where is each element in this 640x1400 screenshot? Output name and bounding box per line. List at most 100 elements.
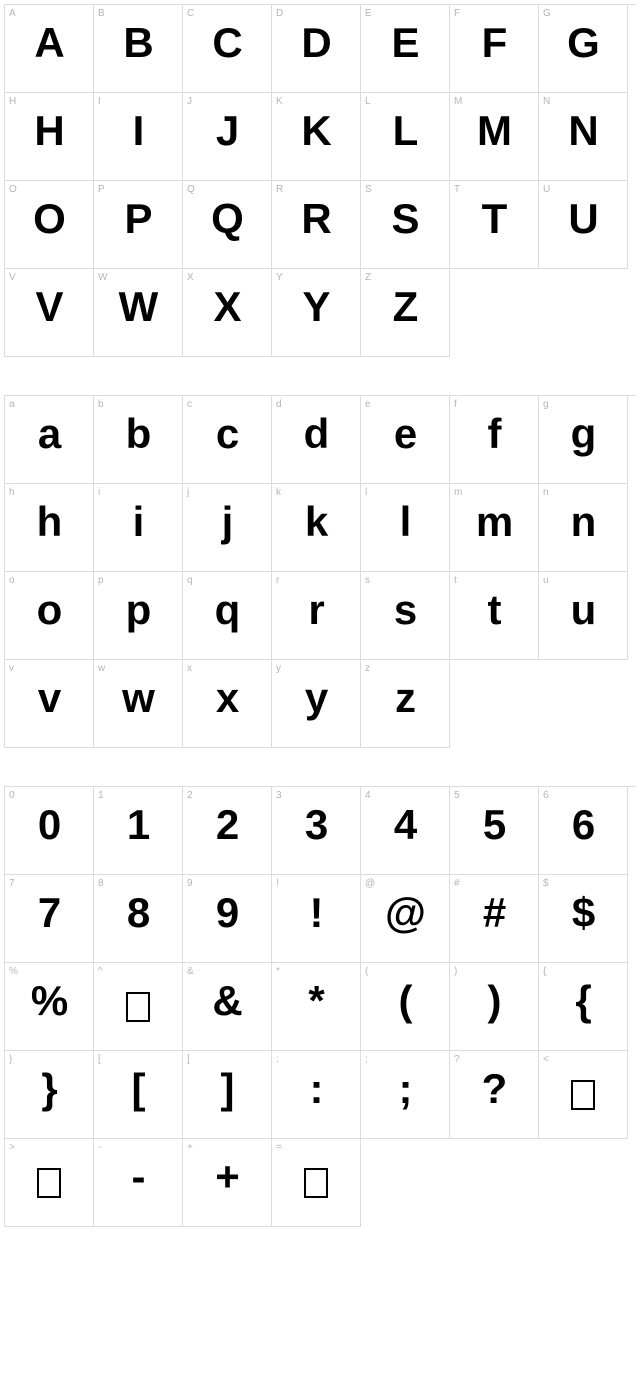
glyph-cell[interactable]: zz: [361, 660, 450, 748]
glyph-cell[interactable]: GG: [539, 5, 628, 93]
glyph-cell[interactable]: BB: [94, 5, 183, 93]
glyph-cell[interactable]: 22: [183, 787, 272, 875]
glyph-cell[interactable]: UU: [539, 181, 628, 269]
glyph-cell[interactable]: ZZ: [361, 269, 450, 357]
glyph-cell[interactable]: SS: [361, 181, 450, 269]
glyph-display: R: [272, 195, 360, 243]
glyph-cell[interactable]: ^: [94, 963, 183, 1051]
glyph-cell[interactable]: 55: [450, 787, 539, 875]
glyph-cell[interactable]: LL: [361, 93, 450, 181]
glyph-cell[interactable]: )): [450, 963, 539, 1051]
glyph-cell[interactable]: ::: [272, 1051, 361, 1139]
glyph-display: 0: [5, 801, 93, 849]
glyph-cell[interactable]: nn: [539, 484, 628, 572]
glyph-cell[interactable]: ##: [450, 875, 539, 963]
glyph-cell[interactable]: ff: [450, 396, 539, 484]
glyph-cell[interactable]: ww: [94, 660, 183, 748]
glyph-cell[interactable]: OO: [5, 181, 94, 269]
glyph-display: {: [539, 977, 627, 1025]
glyph-cell[interactable]: DD: [272, 5, 361, 93]
glyph-cell[interactable]: oo: [5, 572, 94, 660]
glyph-cell[interactable]: JJ: [183, 93, 272, 181]
glyph-cell[interactable]: RR: [272, 181, 361, 269]
glyph-cell[interactable]: 66: [539, 787, 628, 875]
glyph-label: n: [543, 487, 549, 498]
glyph-cell[interactable]: tt: [450, 572, 539, 660]
glyph-cell[interactable]: AA: [5, 5, 94, 93]
glyph-display: [5, 1153, 93, 1201]
glyph-cell[interactable]: ++: [183, 1139, 272, 1227]
glyph-cell[interactable]: KK: [272, 93, 361, 181]
glyph-cell[interactable]: XX: [183, 269, 272, 357]
glyph-cell[interactable]: EE: [361, 5, 450, 93]
glyph-cell[interactable]: CC: [183, 5, 272, 93]
empty-cell: [450, 269, 539, 357]
glyph-cell[interactable]: ;;: [361, 1051, 450, 1139]
glyph-cell[interactable]: HH: [5, 93, 94, 181]
glyph-cell[interactable]: uu: [539, 572, 628, 660]
glyph-label: h: [9, 487, 15, 498]
glyph-cell[interactable]: hh: [5, 484, 94, 572]
glyph-cell[interactable]: $$: [539, 875, 628, 963]
glyph-cell[interactable]: 88: [94, 875, 183, 963]
glyph-cell[interactable]: vv: [5, 660, 94, 748]
glyph-label: l: [365, 487, 367, 498]
glyph-cell[interactable]: &&: [183, 963, 272, 1051]
glyph-cell[interactable]: pp: [94, 572, 183, 660]
glyph-cell[interactable]: VV: [5, 269, 94, 357]
glyph-label: V: [9, 272, 16, 283]
glyph-cell[interactable]: 11: [94, 787, 183, 875]
glyph-cell[interactable]: ee: [361, 396, 450, 484]
glyph-display: U: [539, 195, 627, 243]
glyph-cell[interactable]: cc: [183, 396, 272, 484]
glyph-cell[interactable]: YY: [272, 269, 361, 357]
glyph-cell[interactable]: !!: [272, 875, 361, 963]
glyph-cell[interactable]: gg: [539, 396, 628, 484]
glyph-cell[interactable]: 00: [5, 787, 94, 875]
glyph-cell[interactable]: kk: [272, 484, 361, 572]
glyph-cell[interactable]: jj: [183, 484, 272, 572]
glyph-cell[interactable]: ]]: [183, 1051, 272, 1139]
glyph-cell[interactable]: ii: [94, 484, 183, 572]
glyph-cell[interactable]: TT: [450, 181, 539, 269]
glyph-cell[interactable]: dd: [272, 396, 361, 484]
glyph-cell[interactable]: --: [94, 1139, 183, 1227]
glyph-label: p: [98, 575, 104, 586]
glyph-display: q: [183, 586, 271, 634]
glyph-cell[interactable]: 77: [5, 875, 94, 963]
glyph-cell[interactable]: rr: [272, 572, 361, 660]
glyph-cell[interactable]: QQ: [183, 181, 272, 269]
glyph-display: d: [272, 410, 360, 458]
glyph-cell[interactable]: yy: [272, 660, 361, 748]
glyph-cell[interactable]: PP: [94, 181, 183, 269]
glyph-cell[interactable]: qq: [183, 572, 272, 660]
glyph-cell[interactable]: WW: [94, 269, 183, 357]
glyph-cell[interactable]: ((: [361, 963, 450, 1051]
glyph-display: p: [94, 586, 182, 634]
glyph-cell[interactable]: >: [5, 1139, 94, 1227]
glyph-cell[interactable]: 33: [272, 787, 361, 875]
glyph-cell[interactable]: @@: [361, 875, 450, 963]
glyph-cell[interactable]: <: [539, 1051, 628, 1139]
glyph-cell[interactable]: II: [94, 93, 183, 181]
glyph-cell[interactable]: ??: [450, 1051, 539, 1139]
glyph-cell[interactable]: bb: [94, 396, 183, 484]
glyph-cell[interactable]: [[: [94, 1051, 183, 1139]
glyph-cell[interactable]: FF: [450, 5, 539, 93]
glyph-cell[interactable]: **: [272, 963, 361, 1051]
glyph-label: b: [98, 399, 104, 410]
glyph-cell[interactable]: ss: [361, 572, 450, 660]
glyph-cell[interactable]: 44: [361, 787, 450, 875]
glyph-cell[interactable]: =: [272, 1139, 361, 1227]
glyph-cell[interactable]: ll: [361, 484, 450, 572]
section-lowercase: aabbccddeeffgghhiijjkkllmmnnooppqqrrsstt…: [4, 395, 636, 748]
glyph-cell[interactable]: mm: [450, 484, 539, 572]
glyph-cell[interactable]: MM: [450, 93, 539, 181]
glyph-cell[interactable]: NN: [539, 93, 628, 181]
glyph-cell[interactable]: aa: [5, 396, 94, 484]
glyph-cell[interactable]: }}: [5, 1051, 94, 1139]
glyph-cell[interactable]: {{: [539, 963, 628, 1051]
glyph-cell[interactable]: %%: [5, 963, 94, 1051]
glyph-cell[interactable]: xx: [183, 660, 272, 748]
glyph-cell[interactable]: 99: [183, 875, 272, 963]
